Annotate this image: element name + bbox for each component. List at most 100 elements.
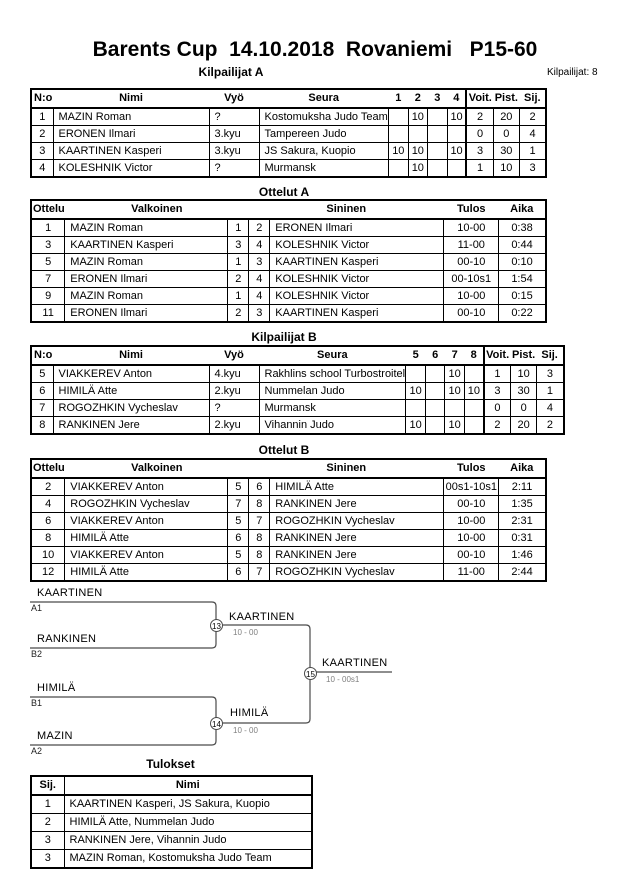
table-cell: 2 [30,477,66,496]
col-header-wins: Voit. [465,89,494,109]
table-cell: 1:46 [498,546,547,564]
table-cell: HIMILÄ Atte [64,529,229,547]
table-cell: 8 [248,495,271,513]
table-cell: 10 [444,416,466,435]
table-cell: 2.kyu [208,382,260,400]
table-row: 4 ROGOZHKIN Vycheslav 7 8 RANKINEN Jere 00-10… [30,495,547,513]
table-cell: VIAKKEREV Anton [64,477,229,496]
table-cell: VIAKKEREV Anton [64,512,229,530]
table-header-row: Ottelu Valkoinen Sininen Tulos Aika [31,459,546,479]
table-cell: 00s1-10s1 [443,477,500,496]
table-cell: 10 [444,364,466,383]
col-header-points: Pist. [510,346,537,366]
col-header-blue: Sininen [248,459,444,479]
table-cell: VIAKKEREV Anton [64,546,229,564]
table-cell: 3.kyu [208,142,260,160]
table-cell: 10-00 [443,529,500,547]
table-cell: 8 [30,416,54,435]
table-cell: 1 [536,382,565,400]
table-cell: 00-10 [443,304,500,323]
section-title-matches-a: Ottelut A [258,185,310,199]
table-cell: 1 [227,253,250,271]
table-cell: KAARTINEN Kasperi [52,142,210,160]
col-header-club: Seura [259,346,406,366]
table-cell: 10 [405,416,427,435]
table-cell: 5 [227,512,250,530]
col-header-place: Sij. [519,89,547,109]
table-cell: MAZIN Roman [64,218,229,237]
table-cell: VIAKKEREV Anton [52,364,210,383]
table-cell: RANKINEN Jere [269,529,445,547]
table-cell: ? [208,399,260,417]
table-cell: 5 [30,253,66,271]
table-cell: ? [208,159,260,178]
col-header-name: Nimi [53,346,209,366]
table-row: 4 KOLESHNIK Victor? Murmansk 10 1 10 3 [30,159,547,178]
table-cell: 00-10 [443,253,500,271]
bracket-match-number-final: 15 [304,667,317,680]
table-cell: JS Sakura, Kuopio [258,142,389,160]
table-cell: 7 [248,563,271,582]
table-cell: 0 [510,399,538,417]
col-header-no: N:o [31,89,53,109]
table-cell: 3 [536,364,565,383]
table-cell: 6 [248,477,271,496]
table-cell: 10 [492,159,520,178]
table-cell: 5 [227,546,250,564]
col-header-opp1: 1 [388,89,409,109]
bracket-score-semifinal-2: 10 - 00 [233,726,258,735]
table-cell: ERONEN Ilmari [52,125,210,143]
col-header-blue: Sininen [248,200,444,220]
table-cell: 10 [510,364,538,383]
col-header-belt: Vyö [209,346,259,366]
col-header-match: Ottelu [31,200,65,220]
col-header-result: Tulos [443,459,499,479]
table-cell: ? [208,107,260,126]
table-cell: 2 [227,304,250,323]
table-cell: ROGOZHKIN Vycheslav [64,495,229,513]
table-cell: 3 [465,142,494,160]
table-row: 5 VIAKKEREV Anton 4.kyu Rakhlins school Tur… [30,364,565,383]
table-cell: 4 [248,236,271,254]
bracket-player-b1: HIMILÄ [37,682,76,694]
table-header-row: N:o Nimi Vyö Seura 1 2 3 4 Voit. Pist. S… [31,89,547,109]
col-header-result: Tulos [443,200,499,220]
table-cell: 1 [482,364,512,383]
col-header-name: Nimi [63,776,312,796]
table-cell: 20 [492,107,520,126]
table-cell: 0 [482,399,512,417]
table-row: 3 KAARTINEN Kasperi 3.kyu JS Sakura, Kuopio… [30,142,547,160]
table-cell: 7 [227,495,250,513]
bracket-player-b2: RANKINEN [37,633,97,645]
table-cell: 3 [30,849,65,869]
table-cell: 1 [227,287,250,305]
table-cell: 0:38 [498,218,547,237]
table-cell: 4.kyu [208,364,260,383]
table-cell: 2 [227,270,250,288]
section-title-pool-a: Kilpailijat A [198,65,264,79]
bracket-seed-b1: B1 [31,698,43,708]
table-cell: 2 [30,813,65,832]
table-row: 12 HIMILÄ Atte 6 7 ROGOZHKIN Vycheslav 11-00 2… [30,563,547,582]
table-cell: 1 [30,107,54,126]
table-cell: 3 [248,253,271,271]
table-cell: 10 [444,382,466,400]
table-cell: 0 [492,125,520,143]
col-header-opp5: 5 [405,346,426,366]
table-row: 3 KAARTINEN Kasperi 3 4 KOLESHNIK Victor 11-0… [30,236,547,254]
table-cell: 10 [407,142,428,160]
table-cell: 11 [30,304,66,323]
table-cell [426,142,448,160]
table-cell [425,364,446,383]
table-row: 6 HIMILÄ Atte 2.kyu Nummelan Judo 10 10 10 3 30 1 [30,382,565,400]
table-row: 8 HIMILÄ Atte 6 8 RANKINEN Jere 10-00 0:31 [30,529,547,547]
table-cell: 2:44 [498,563,547,582]
table-cell: KOLESHNIK Victor [52,159,210,178]
pool-a-table: N:o Nimi Vyö Seura 1 2 3 4 Voit. Pist. S… [30,88,548,178]
table-cell: 11-00 [443,236,500,254]
table-cell [426,159,448,178]
col-header-white: Valkoinen [64,200,249,220]
table-cell: KAARTINEN Kasperi [64,236,229,254]
section-title-matches-b: Ottelut B [258,443,310,457]
bracket-winner-semifinal-1: KAARTINEN [229,611,295,623]
